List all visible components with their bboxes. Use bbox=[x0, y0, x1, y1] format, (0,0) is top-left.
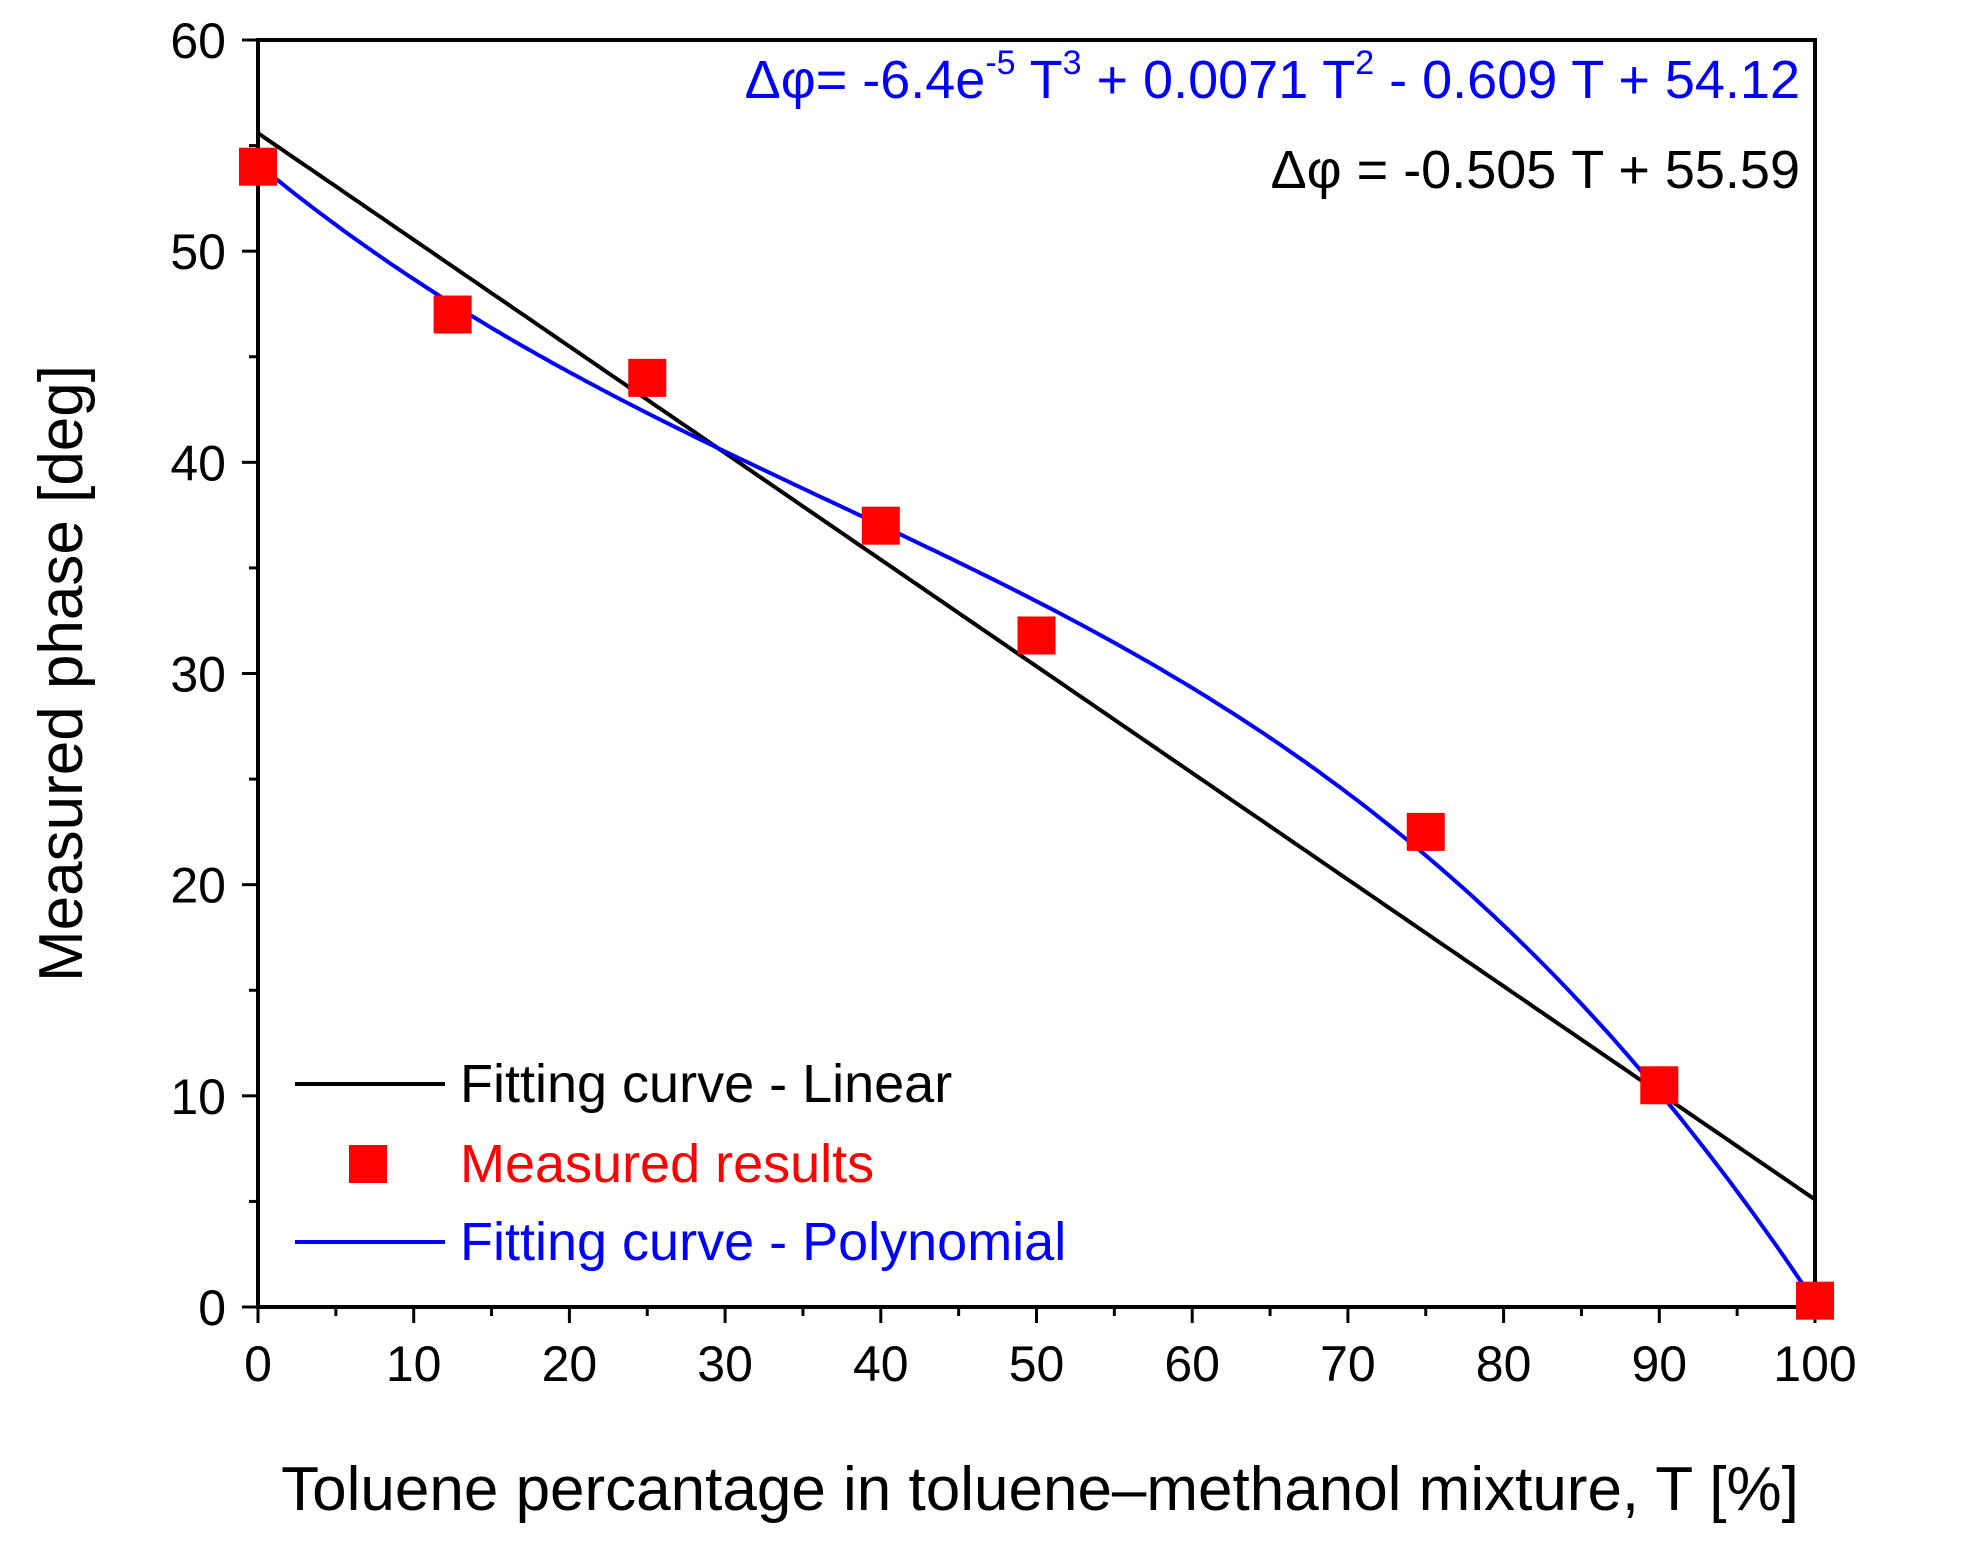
eq-poly-exp-1: -5 bbox=[985, 44, 1015, 82]
x-tick-label: 60 bbox=[1164, 1336, 1220, 1392]
data-point-marker bbox=[239, 147, 277, 186]
x-tick-label: 50 bbox=[1009, 1336, 1065, 1392]
x-tick-label: 40 bbox=[853, 1336, 909, 1392]
annotations-group: Δφ= -6.4e-5 T3 + 0.0071 T2 - 0.609 T + 5… bbox=[745, 44, 1800, 200]
polynomial-equation: Δφ= -6.4e-5 T3 + 0.0071 T2 - 0.609 T + 5… bbox=[745, 44, 1800, 110]
data-point-marker bbox=[1796, 1281, 1834, 1320]
x-tick-label: 20 bbox=[542, 1336, 598, 1392]
x-tick-label: 30 bbox=[697, 1336, 753, 1392]
x-tick-label: 80 bbox=[1476, 1336, 1532, 1392]
legend-label-polynomial: Fitting curve - Polynomial bbox=[460, 1212, 1066, 1272]
legend: Fitting curve - Linear Measured results … bbox=[295, 1054, 1066, 1272]
eq-poly-part-1: Δφ= -6.4e bbox=[745, 50, 986, 110]
series-group bbox=[239, 131, 1834, 1320]
eq-poly-exp-2: 3 bbox=[1063, 44, 1082, 82]
y-tick-label: 20 bbox=[170, 858, 226, 914]
y-tick-label: 0 bbox=[198, 1280, 226, 1336]
data-point-marker bbox=[1406, 812, 1445, 851]
x-tick-label: 70 bbox=[1320, 1336, 1376, 1392]
x-tick-label: 0 bbox=[244, 1336, 272, 1392]
data-point-marker bbox=[433, 295, 472, 334]
legend-label-linear: Fitting curve - Linear bbox=[460, 1054, 952, 1114]
y-tick-label: 40 bbox=[170, 435, 226, 491]
eq-poly-part-2: T bbox=[1016, 50, 1063, 110]
data-point-marker bbox=[861, 506, 900, 545]
plot-frame bbox=[256, 38, 1817, 1309]
data-point-marker bbox=[1017, 616, 1056, 655]
eq-poly-part-4: - 0.609 T + 54.12 bbox=[1374, 50, 1800, 110]
y-tick-label: 60 bbox=[170, 13, 226, 69]
linear-equation: Δφ = -0.505 T + 55.59 bbox=[1271, 140, 1800, 200]
linear-fit-line bbox=[256, 131, 1817, 1202]
axes-group: 0 10 20 30 40 50 60 70 80 90 100 0 10 20 30 40 50 60 Tolue… bbox=[27, 13, 1857, 1524]
polynomial-fit-line bbox=[256, 162, 1817, 1304]
y-tick-label: 30 bbox=[170, 647, 226, 703]
x-tick-label: 100 bbox=[1773, 1336, 1856, 1392]
eq-poly-part-3: + 0.0071 T bbox=[1082, 50, 1356, 110]
legend-marker-measured bbox=[349, 1145, 387, 1183]
x-axis-title: Toluene percantage in toluene–methanol m… bbox=[281, 1455, 1799, 1524]
x-tick-label: 10 bbox=[386, 1336, 442, 1392]
x-tick-label: 90 bbox=[1631, 1336, 1687, 1392]
y-axis-title: Measured phase [deg] bbox=[27, 365, 96, 982]
eq-poly-exp-3: 2 bbox=[1355, 44, 1374, 82]
legend-label-measured: Measured results bbox=[460, 1134, 874, 1194]
y-tick-label: 50 bbox=[170, 224, 226, 280]
data-point-marker bbox=[628, 358, 667, 397]
y-tick-label: 10 bbox=[170, 1069, 226, 1125]
data-point-marker bbox=[1640, 1066, 1679, 1105]
